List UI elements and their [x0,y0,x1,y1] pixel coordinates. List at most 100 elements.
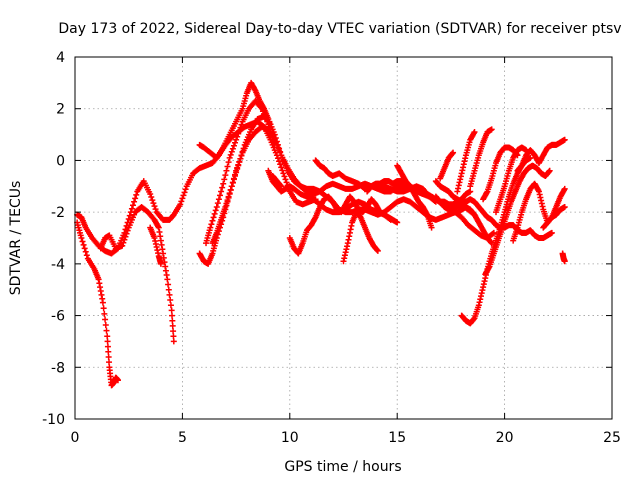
data-point [148,194,155,201]
data-point [123,230,130,237]
data-point [489,230,496,237]
data-point [488,126,495,133]
data-point [394,219,401,226]
data-point [546,167,553,174]
data-point [226,154,233,161]
data-point [147,191,154,198]
data-point [215,196,222,203]
data-point [121,236,128,243]
data-point [170,333,177,340]
data-point [270,138,277,145]
series-arc-20 [467,126,495,190]
data-point [471,128,478,135]
data-point [223,200,230,207]
y-tick-label: -6 [51,309,65,325]
chart-title: Day 173 of 2022, Sidereal Day-to-day VTE… [58,21,621,37]
data-point [228,148,235,155]
data-point [103,327,110,334]
data-point [132,195,139,202]
data-point [129,202,136,209]
data-point [178,198,185,205]
series-arc-10 [269,172,285,190]
series-arc-15 [394,162,435,231]
data-point [561,185,568,192]
data-point [278,183,285,190]
series-arc-13 [340,209,381,265]
data-point [232,172,239,179]
plot-frame [74,56,613,420]
data-point [166,291,173,298]
series-arc-11 [286,193,401,257]
y-tick-label: -10 [42,412,65,428]
data-point [527,154,534,161]
data-point [169,312,176,319]
series-arc-08 [209,113,274,247]
data-point [238,121,245,128]
data-point [267,128,274,135]
data-point [114,377,121,384]
data-point [450,149,457,156]
y-axis-label: SDTVAR / TECUs [8,181,24,296]
data-point [226,190,233,197]
data-point [100,305,107,312]
data-point [170,328,177,335]
data-point [131,198,138,205]
data-point [277,161,284,168]
data-point [281,173,288,180]
data-point [157,260,164,267]
data-point [227,151,234,158]
data-point [561,258,568,265]
data-point [83,252,90,259]
data-point [101,310,108,317]
series-arc-24 [493,144,530,216]
data-point [169,322,176,329]
data-point [120,239,127,246]
data-point [271,141,278,148]
x-tick-label: 5 [178,430,187,446]
data-point [282,176,289,183]
data-point [152,206,159,213]
data-point [239,148,246,155]
y-tick-label: 0 [56,153,65,169]
data-point [102,316,109,323]
series-arc-04 [147,224,164,267]
data-point [105,353,112,360]
data-point [236,159,243,166]
series-arc-16 [432,178,555,241]
data-point [167,297,174,304]
x-axis-ticks: 0 5 10 15 20 25 [71,57,621,446]
data-point [561,203,568,210]
data-point [181,189,188,196]
data-point [165,281,172,288]
data-point [228,183,235,190]
data-point [230,142,237,149]
data-point [133,191,140,198]
data-point [280,170,287,177]
data-point [126,212,133,219]
data-point [102,322,109,329]
data-point [78,235,85,241]
data-point [168,307,175,314]
data-point [278,164,285,171]
data-point [104,338,111,345]
data-point [180,192,187,199]
series-arc-25 [514,136,568,174]
y-axis-ticks: -10 -8 -6 -4 -2 0 2 4 [42,50,612,428]
y-tick-label: -2 [51,205,65,221]
data-point [225,159,232,166]
data-point [209,217,216,224]
data-point [234,166,241,173]
data-point [235,130,242,137]
data-point [279,167,286,174]
data-point [80,241,87,248]
data-point [229,145,236,152]
data-point [219,184,226,191]
series-arc-01 [74,219,121,389]
data-point [177,201,184,208]
data-point [467,188,474,195]
y-tick-label: 4 [56,50,65,66]
data-point [105,348,112,355]
data-point [149,197,156,204]
data-point [207,224,214,231]
data-point [238,152,245,159]
